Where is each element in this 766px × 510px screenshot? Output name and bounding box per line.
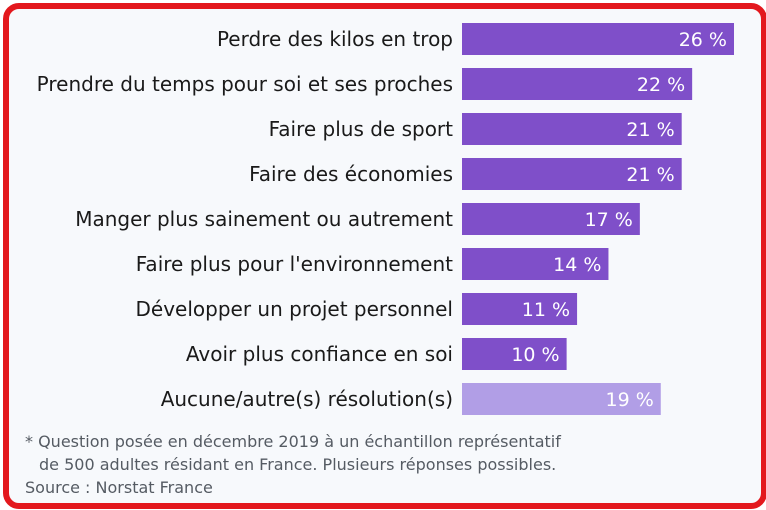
value-label: 26 % bbox=[679, 29, 727, 51]
bar bbox=[462, 293, 578, 325]
bar bbox=[462, 68, 693, 100]
bar bbox=[462, 158, 682, 190]
bar bbox=[462, 338, 567, 370]
bar-chart: Perdre des kilos en trop 26 % Prendre du t… bbox=[37, 23, 734, 415]
category-label: Faire plus pour l'environnement bbox=[136, 252, 453, 276]
category-label: Aucune/autre(s) résolution(s) bbox=[161, 387, 453, 411]
source-note: Source : Norstat France bbox=[25, 478, 213, 497]
bar bbox=[462, 203, 640, 235]
category-label: Faire plus de sport bbox=[269, 117, 454, 141]
value-label: 14 % bbox=[553, 254, 601, 276]
value-label: 21 % bbox=[626, 164, 674, 186]
category-label: Faire des économies bbox=[249, 162, 453, 186]
category-label: Développer un projet personnel bbox=[136, 297, 454, 321]
footnote-line-2: de 500 adultes résidant en France. Plusi… bbox=[39, 455, 557, 474]
value-label: 10 % bbox=[511, 344, 559, 366]
category-label: Manger plus sainement ou autrement bbox=[75, 207, 453, 231]
bar bbox=[462, 383, 661, 415]
value-label: 11 % bbox=[522, 299, 570, 321]
value-label: 19 % bbox=[605, 389, 653, 411]
value-label: 21 % bbox=[626, 119, 674, 141]
footnote-line-1: * Question posée en décembre 2019 à un é… bbox=[25, 432, 561, 451]
value-label: 22 % bbox=[637, 74, 685, 96]
value-label: 17 % bbox=[585, 209, 633, 231]
category-label: Avoir plus confiance en soi bbox=[186, 342, 453, 366]
chart-frame: Perdre des kilos en trop 26 % Prendre du t… bbox=[3, 3, 766, 509]
bar bbox=[462, 113, 682, 145]
bar bbox=[462, 248, 609, 280]
bar bbox=[462, 23, 734, 55]
category-label: Prendre du temps pour soi et ses proches bbox=[37, 72, 453, 96]
category-label: Perdre des kilos en trop bbox=[217, 27, 453, 51]
chart-notes: * Question posée en décembre 2019 à un é… bbox=[25, 430, 725, 499]
